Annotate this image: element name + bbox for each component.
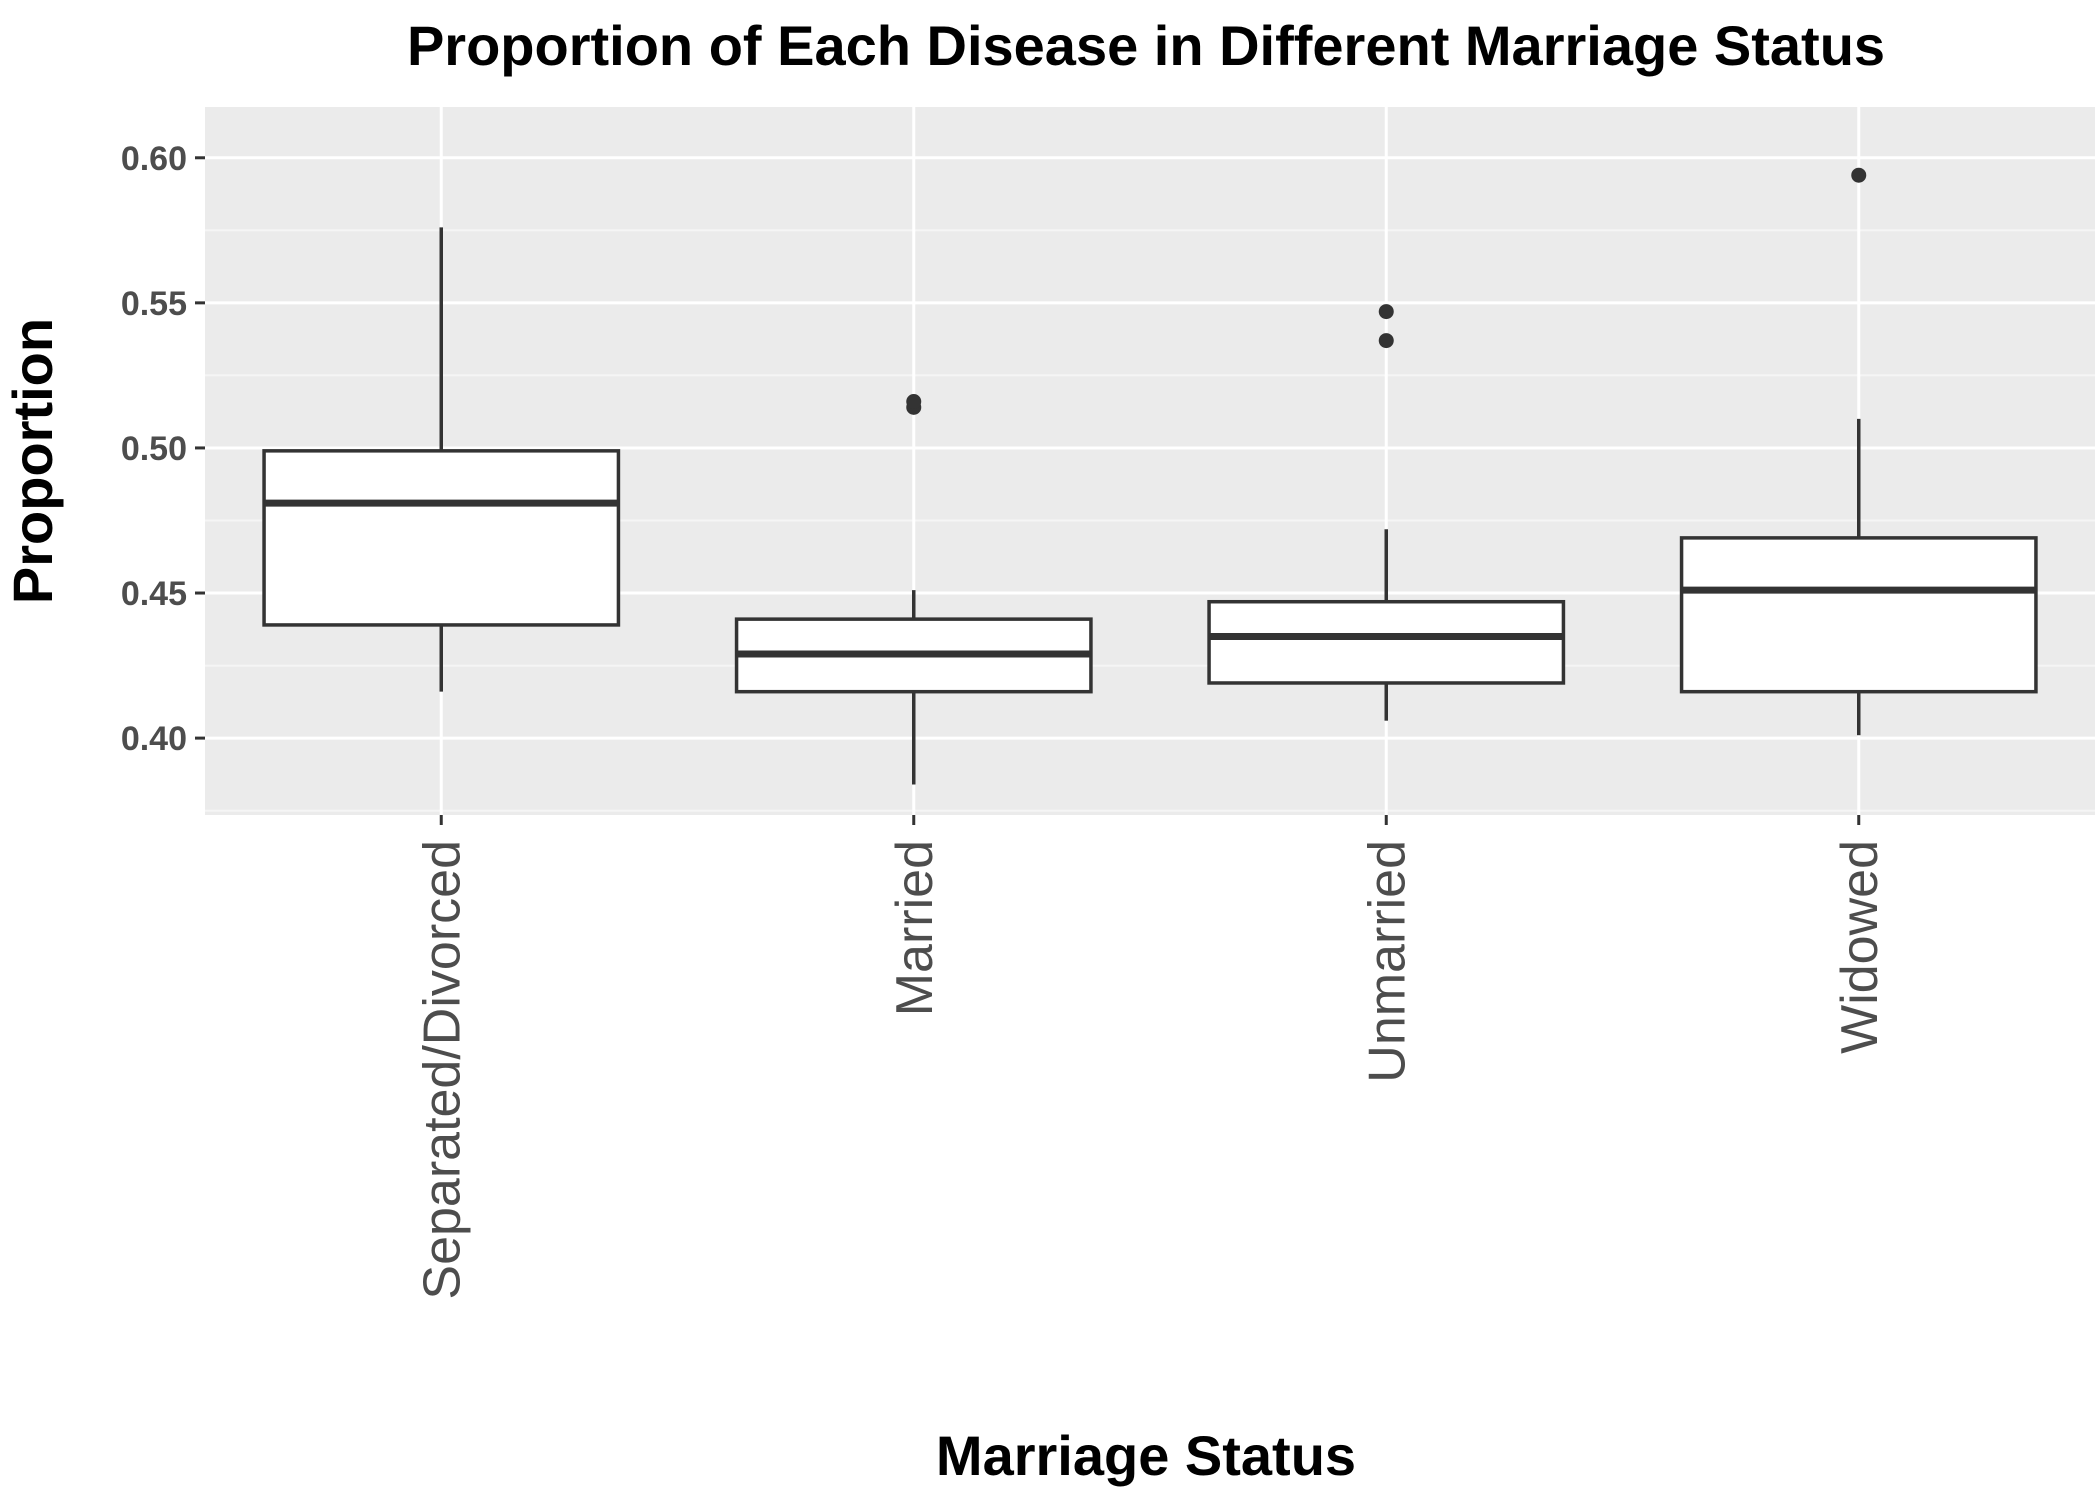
x-axis: Separated/Divorced Married Unmarried Widowe… (413, 815, 1889, 1300)
x-tick-label: Widowed (1831, 840, 1889, 1054)
y-axis: 0.40 0.45 0.50 0.55 0.60 (121, 140, 205, 758)
x-tick-label: Separated/Divorced (413, 840, 471, 1300)
y-tick-label: 0.40 (121, 720, 187, 758)
box-series (262, 167, 2038, 785)
box-separated-divorced (262, 227, 621, 692)
outlier-point (1378, 333, 1394, 349)
y-axis-title: Proportion (1, 318, 64, 604)
x-axis-title: Marriage Status (936, 1424, 1356, 1487)
y-tick-label: 0.55 (121, 285, 187, 323)
outlier-point (1378, 304, 1394, 320)
y-tick-label: 0.50 (121, 430, 187, 468)
x-tick-label: Unmarried (1358, 840, 1416, 1083)
y-tick-label: 0.60 (121, 140, 187, 178)
box-married (734, 394, 1093, 785)
outlier-point (906, 394, 922, 410)
box-unmarried (1207, 304, 1566, 721)
y-tick-label: 0.45 (121, 575, 187, 613)
box-iqr (1679, 536, 2038, 694)
chart-title: Proportion of Each Disease in Different … (407, 14, 1885, 77)
box-widowed (1679, 167, 2038, 736)
outlier-point (1851, 167, 1867, 183)
box-iqr (1207, 599, 1566, 685)
x-tick-label: Married (886, 840, 944, 1016)
box-iqr (262, 449, 621, 627)
